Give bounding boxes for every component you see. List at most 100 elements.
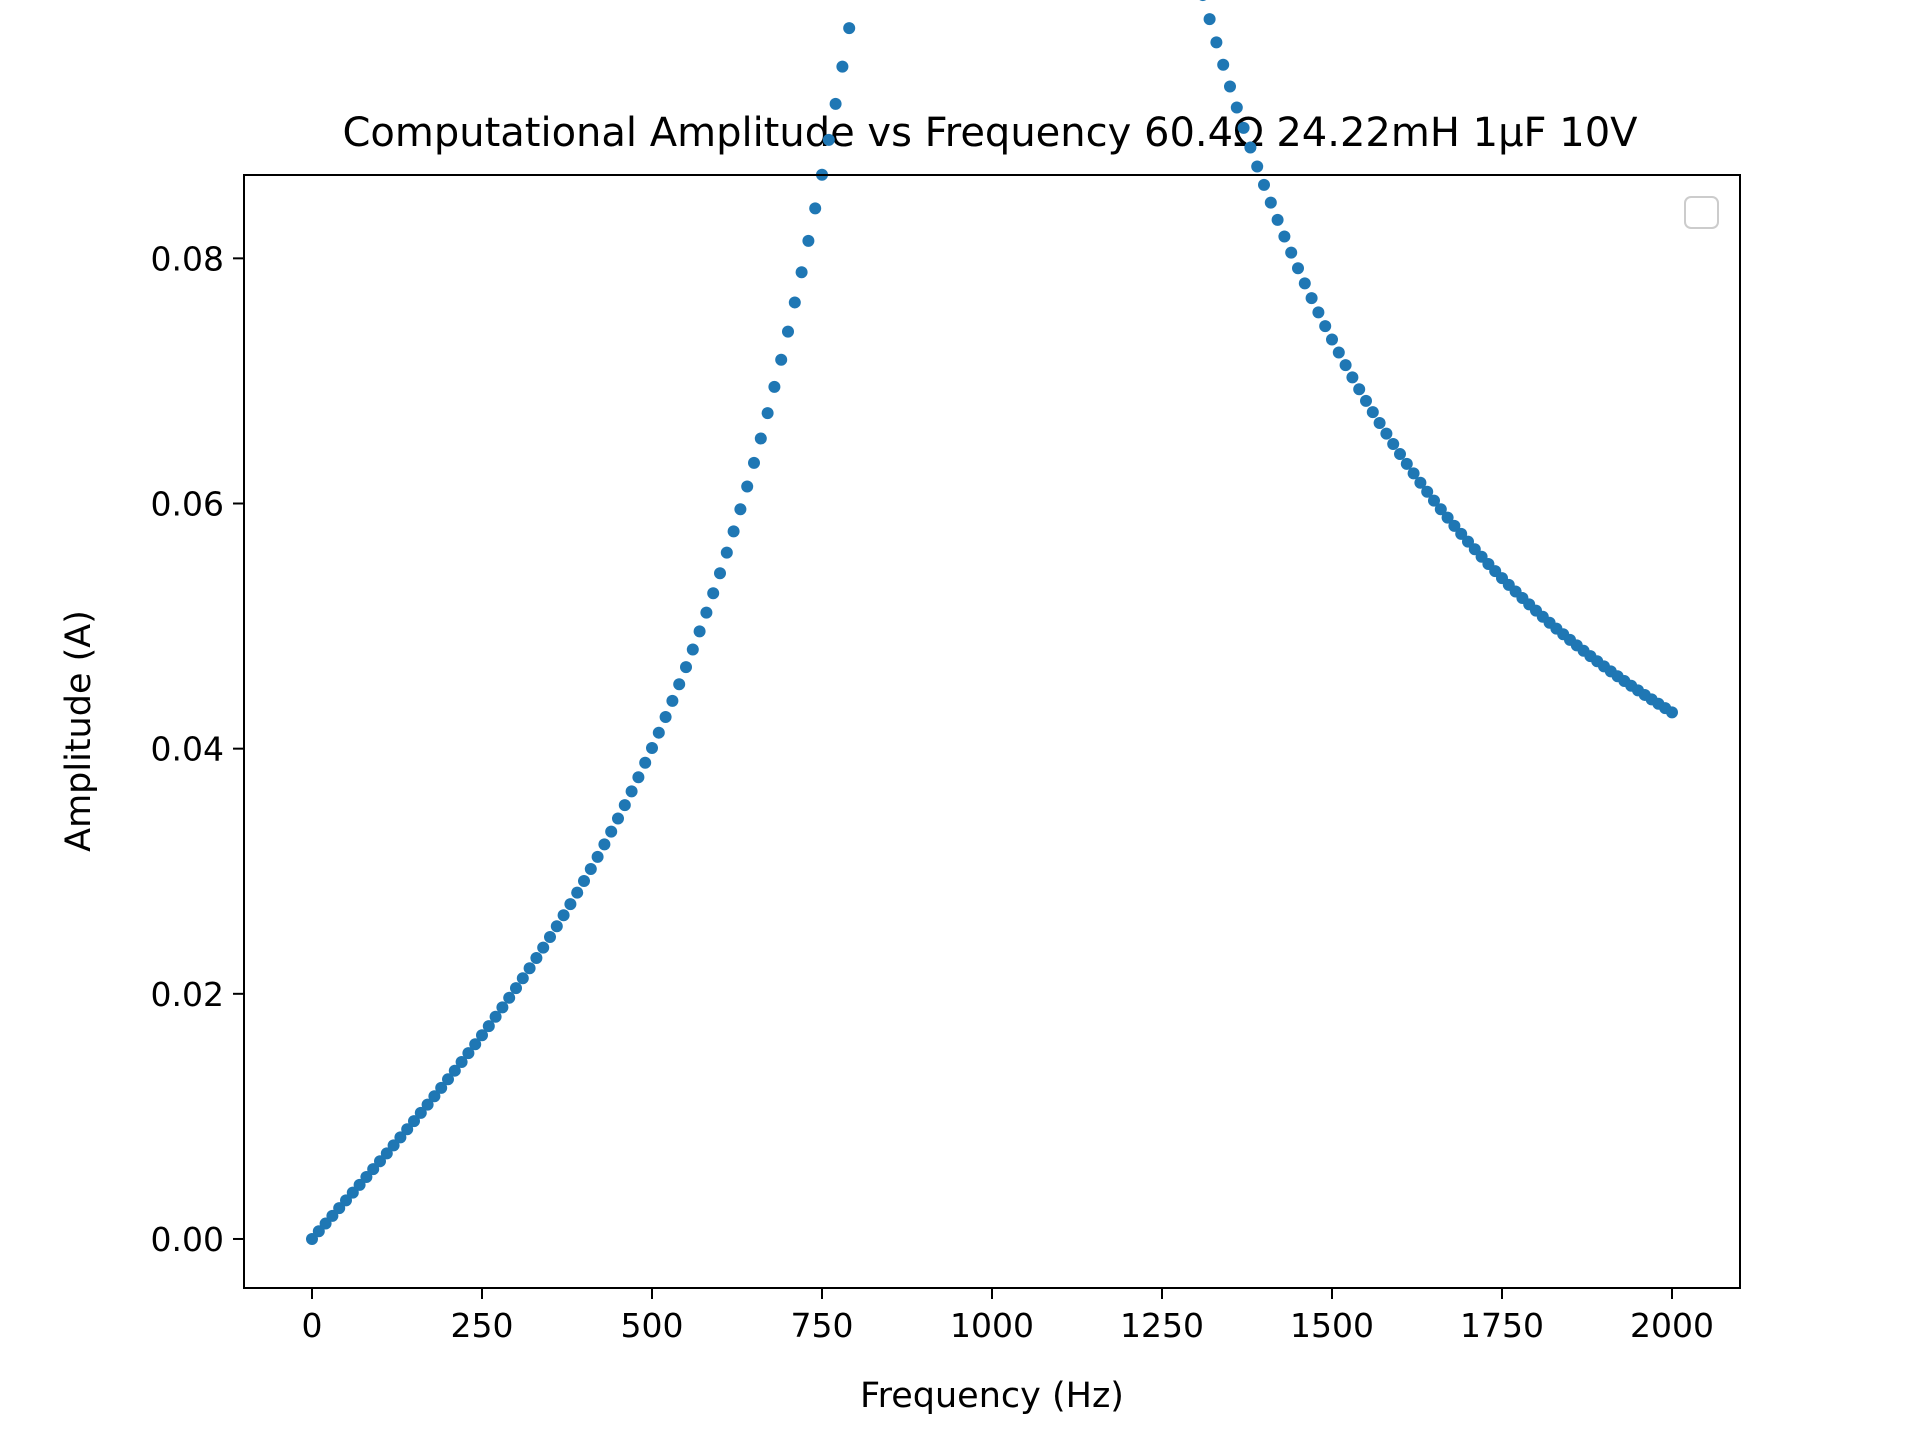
- data-point: [1199, 0, 1207, 2]
- data-point: [1292, 262, 1304, 275]
- data-point: [1360, 394, 1372, 407]
- data-point: [537, 941, 550, 954]
- y-axis-ticks: 0.00 0.02 0.04 0.06 0.08: [151, 239, 244, 1259]
- legend-box: [1684, 196, 1719, 229]
- y-tick-label: 0.04: [151, 730, 224, 769]
- data-point: [544, 931, 556, 944]
- data-point: [333, 1202, 346, 1215]
- data-point: [761, 407, 774, 420]
- data-point: [809, 202, 822, 215]
- data-point: [1346, 371, 1359, 384]
- data-point: [1421, 485, 1434, 498]
- data-point: [693, 625, 706, 638]
- data-point: [1203, 13, 1216, 26]
- data-point: [673, 678, 686, 691]
- data-point: [374, 1155, 386, 1168]
- data-point: [707, 587, 720, 600]
- data-point: [1224, 80, 1236, 93]
- data-point: [795, 266, 808, 279]
- data-point: [442, 1073, 454, 1086]
- data-point: [639, 756, 652, 769]
- data-point: [1407, 467, 1420, 480]
- y-tick-label: 0.02: [151, 975, 224, 1014]
- data-point: [428, 1090, 441, 1103]
- y-tick-label: 0.00: [151, 1220, 224, 1259]
- data-point: [802, 234, 815, 247]
- data-point: [1251, 160, 1264, 173]
- data-point: [346, 1186, 359, 1199]
- data-point: [1428, 494, 1440, 507]
- x-tick-label: 1000: [950, 1306, 1034, 1345]
- data-point: [659, 711, 672, 723]
- data-point: [414, 1106, 427, 1119]
- data-point: [1278, 230, 1291, 243]
- data-point: [1448, 519, 1461, 532]
- data-point: [340, 1194, 352, 1207]
- data-point: [748, 456, 760, 469]
- data-point: [680, 661, 692, 674]
- data-point: [1264, 196, 1277, 209]
- data-point: [1305, 292, 1318, 305]
- data-point: [686, 643, 699, 656]
- data-point: [571, 886, 584, 899]
- data-point: [822, 133, 835, 146]
- y-tick-label: 0.08: [151, 239, 224, 278]
- data-point: [1217, 58, 1230, 71]
- data-point: [326, 1209, 339, 1222]
- data-points: [306, 0, 1678, 1245]
- data-point: [775, 353, 788, 366]
- data-point: [1380, 427, 1393, 440]
- data-point: [1312, 306, 1325, 319]
- data-point: [1230, 101, 1243, 114]
- data-point: [306, 1232, 318, 1245]
- data-point: [530, 952, 543, 964]
- data-point: [598, 838, 611, 851]
- data-point: [1455, 527, 1468, 540]
- data-point: [367, 1163, 380, 1176]
- data-point: [312, 1225, 325, 1238]
- data-point: [768, 380, 781, 393]
- data-point: [754, 432, 767, 445]
- data-point: [1319, 320, 1332, 333]
- data-point: [734, 503, 747, 516]
- data-point: [380, 1147, 393, 1160]
- y-tick-label: 0.06: [151, 485, 224, 524]
- data-point: [788, 296, 801, 309]
- data-point: [1339, 359, 1352, 372]
- data-point: [1285, 246, 1298, 259]
- data-point: [1258, 178, 1270, 191]
- data-point: [1326, 333, 1338, 346]
- data-point: [523, 962, 536, 975]
- data-point: [741, 480, 754, 493]
- data-point: [421, 1098, 434, 1111]
- data-point: [401, 1123, 414, 1136]
- data-point: [1394, 448, 1406, 461]
- data-point: [720, 546, 733, 559]
- data-point: [584, 863, 597, 876]
- data-point: [1332, 346, 1345, 359]
- x-axis-ticks: 0 250 500 750 1000 1250 1500 1750 2000: [302, 1288, 1714, 1345]
- data-point: [625, 785, 638, 798]
- data-point: [408, 1115, 420, 1128]
- data-point: [394, 1131, 407, 1144]
- data-point: [1434, 503, 1447, 516]
- data-point: [1237, 121, 1250, 134]
- data-point: [496, 1001, 509, 1014]
- data-point: [1210, 36, 1223, 49]
- data-point: [550, 920, 563, 933]
- data-point: [1271, 213, 1284, 226]
- data-point: [1387, 437, 1400, 450]
- data-point: [666, 694, 679, 707]
- x-tick-label: 1500: [1290, 1306, 1374, 1345]
- data-point: [1366, 406, 1379, 419]
- data-point: [1298, 277, 1311, 290]
- x-axis-label: Frequency (Hz): [860, 1376, 1124, 1416]
- data-point: [714, 567, 726, 580]
- data-point: [469, 1038, 482, 1051]
- data-point: [782, 325, 794, 338]
- x-tick-label: 500: [621, 1306, 684, 1345]
- data-point: [564, 898, 577, 911]
- data-point: [353, 1178, 366, 1191]
- data-point: [1244, 141, 1257, 154]
